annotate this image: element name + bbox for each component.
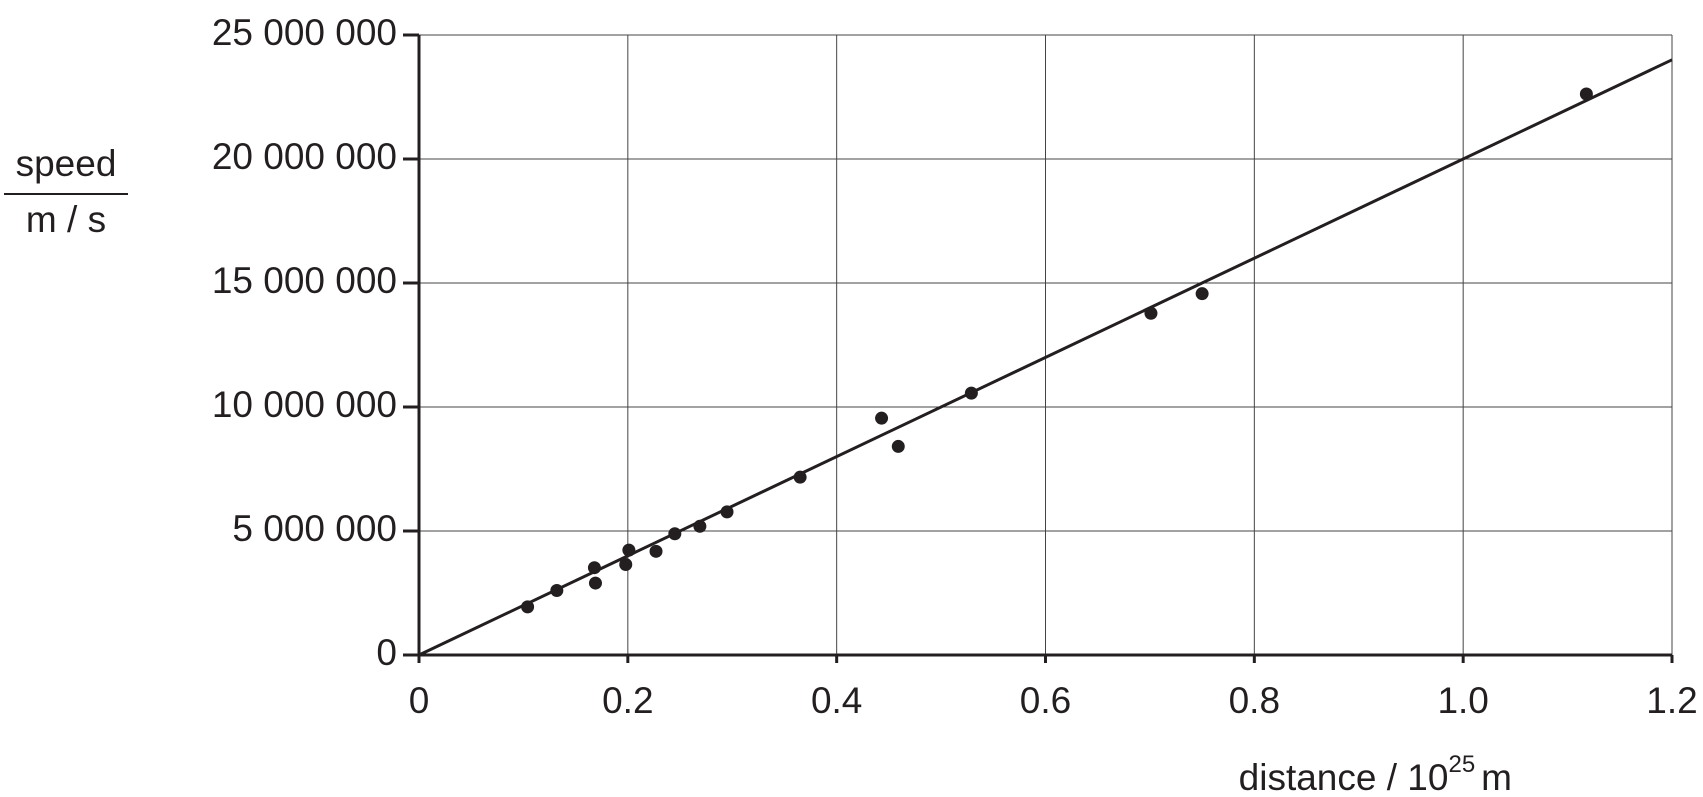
x-tick-label: 0 (409, 680, 430, 721)
data-point (622, 543, 636, 557)
data-point (588, 576, 602, 590)
data-point (793, 470, 807, 484)
data-point (1195, 287, 1209, 301)
x-tick-label: 0.6 (1020, 680, 1071, 721)
x-tick-label: 0.2 (602, 680, 653, 721)
data-point (550, 584, 564, 598)
x-tick-label: 1.2 (1646, 680, 1697, 721)
y-axis-unit: m / s (26, 199, 106, 240)
data-point (891, 439, 905, 453)
data-point (619, 557, 633, 571)
y-tick-label: 15 000 000 (212, 260, 397, 301)
x-tick-label: 0.4 (811, 680, 862, 721)
x-label-unit: m (1481, 757, 1512, 797)
y-tick-label: 25 000 000 (212, 12, 397, 53)
data-point (1144, 306, 1158, 320)
data-point (964, 386, 978, 400)
data-point (521, 600, 535, 614)
x-tick-label: 0.8 (1229, 680, 1280, 721)
y-axis-label: speed (16, 143, 117, 184)
x-axis-label: distance / 1025 m (1239, 751, 1512, 797)
data-point (1579, 87, 1593, 101)
data-point (587, 561, 601, 575)
x-label-text: distance / 10 (1239, 757, 1449, 797)
y-tick-label: 0 (376, 632, 397, 673)
data-point (649, 544, 663, 558)
x-label-exponent: 25 (1448, 751, 1475, 778)
x-tick-label: 1.0 (1437, 680, 1488, 721)
data-point (875, 411, 889, 425)
data-point (693, 519, 707, 533)
data-point (668, 527, 682, 541)
y-tick-label: 5 000 000 (232, 508, 397, 549)
y-tick-label: 10 000 000 (212, 384, 397, 425)
y-tick-label: 20 000 000 (212, 136, 397, 177)
data-point (720, 505, 734, 519)
